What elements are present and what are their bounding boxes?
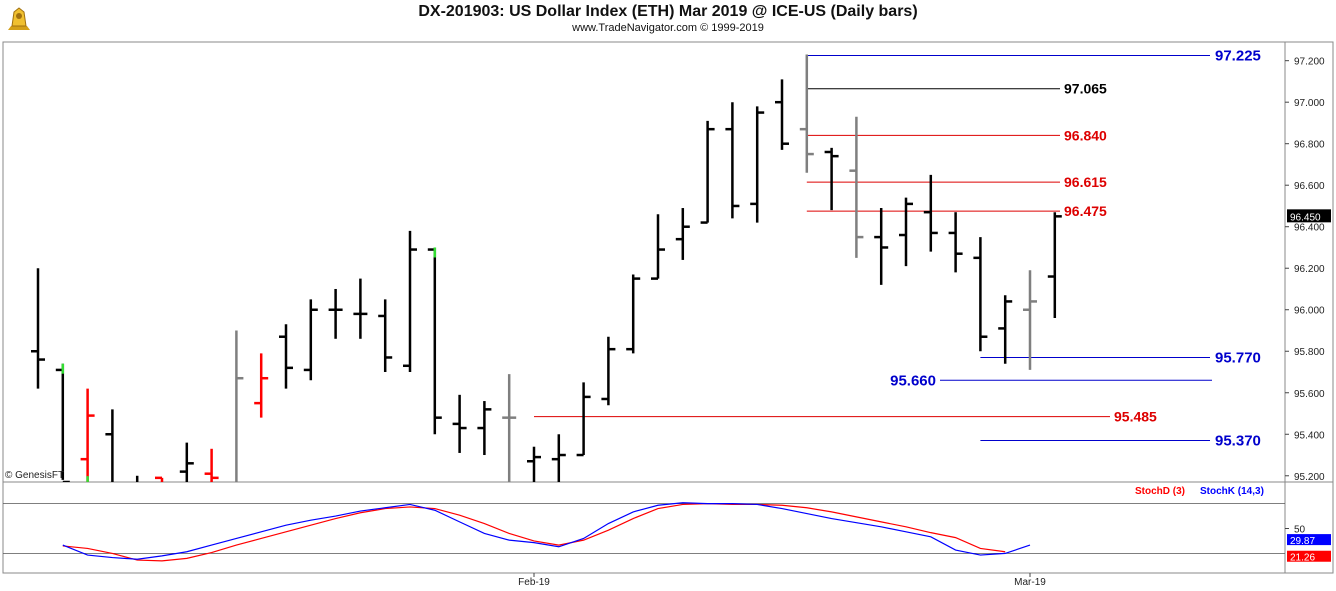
ohlc-bar xyxy=(923,174,938,252)
level-label: 95.485 xyxy=(1114,409,1157,425)
level-label: 97.225 xyxy=(1215,47,1261,64)
ohlc-bar xyxy=(998,295,1013,364)
ohlc-bar xyxy=(279,324,293,389)
stoch-line xyxy=(62,502,1006,562)
ohlc-bar xyxy=(427,247,442,435)
price-tick-label: 95.600 xyxy=(1294,389,1325,400)
price-tick-label: 95.800 xyxy=(1294,347,1325,358)
ohlc-bar xyxy=(403,230,417,372)
ohlc-bar xyxy=(328,288,343,339)
price-tick-label: 97.200 xyxy=(1294,57,1325,68)
ohlc-bar xyxy=(551,434,566,482)
ohlc-bar xyxy=(378,299,393,372)
bar-group xyxy=(31,54,1062,482)
legend-stochk: StochK (14,3) xyxy=(1200,486,1264,497)
ohlc-bar xyxy=(452,394,467,453)
legend-stochd: StochD (3) xyxy=(1135,486,1185,497)
price-tick-label: 96.800 xyxy=(1294,140,1325,151)
stochastic-panel: 50 21.26 29.87 StochD (3) StochK (14,3) Feb-1… xyxy=(3,486,1331,588)
chart-border xyxy=(2,41,1334,574)
chart-title: DX-201903: US Dollar Index (ETH) Mar 201… xyxy=(418,3,918,20)
ohlc-bar xyxy=(303,299,318,381)
stoch-last-label: 21.26 xyxy=(1290,553,1315,564)
last-price-box xyxy=(1287,209,1331,223)
ohlc-bar xyxy=(105,409,114,482)
ohlc-bar xyxy=(155,476,164,482)
ohlc-bar xyxy=(80,388,95,482)
ohlc-bar xyxy=(799,54,814,173)
ohlc-bar xyxy=(651,214,665,280)
ohlc-bar xyxy=(849,116,864,258)
ohlc-bar xyxy=(874,208,889,285)
ohlc-bar xyxy=(675,208,690,260)
ohlc-bar xyxy=(899,197,913,267)
genesis-logo-icon xyxy=(8,7,30,30)
ohlc-bar xyxy=(55,363,70,482)
level-label: 96.840 xyxy=(1064,127,1107,143)
stoch-last-box xyxy=(1287,550,1331,562)
ohlc-bar xyxy=(700,120,715,224)
level-label: 96.615 xyxy=(1064,174,1107,190)
ohlc-bar xyxy=(254,353,269,418)
ohlc-bar xyxy=(527,446,541,482)
ohlc-bar xyxy=(601,336,616,406)
ohlc-bar xyxy=(775,79,789,150)
stoch-last-box xyxy=(1287,534,1331,546)
ohlc-bar xyxy=(477,401,492,456)
ohlc-bar xyxy=(502,374,517,482)
ohlc-bar xyxy=(1023,270,1037,370)
chart-frame xyxy=(2,41,1334,574)
last-price-label: 96.450 xyxy=(1290,212,1321,223)
level-label: 95.660 xyxy=(890,372,936,389)
level-label: 97.065 xyxy=(1064,81,1107,97)
ohlc-bar xyxy=(824,147,839,211)
chart-header: DX-201903: US Dollar Index (ETH) Mar 201… xyxy=(0,0,1336,40)
copyright-text: www.TradeNavigator.com © 1999-2019 xyxy=(572,22,764,34)
price-tick-label: 96.000 xyxy=(1294,306,1325,317)
ohlc-bar xyxy=(725,102,740,219)
price-tick-label: 96.200 xyxy=(1294,264,1325,275)
price-tick-label: 95.200 xyxy=(1294,472,1325,483)
ohlc-bar xyxy=(948,212,963,273)
price-tick-label: 97.000 xyxy=(1294,98,1325,109)
stoch-line xyxy=(62,502,1031,560)
ohlc-bar xyxy=(576,382,591,457)
price-tick-label: 96.600 xyxy=(1294,181,1325,192)
date-label: Feb-19 xyxy=(518,577,550,588)
ohlc-bar xyxy=(1047,212,1062,319)
ohlc-bar xyxy=(353,278,368,339)
ohlc-bar xyxy=(750,106,765,223)
ohlc-bar xyxy=(31,268,45,389)
price-tick-label: 96.400 xyxy=(1294,223,1325,234)
level-label: 95.770 xyxy=(1215,349,1261,366)
price-tick-label: 95.400 xyxy=(1294,430,1325,441)
stoch-last-label: 29.87 xyxy=(1290,536,1315,547)
price-levels: 97.225 97.065 96.840 96.615 96.475 95.770 95.6… xyxy=(534,47,1261,449)
date-label: Mar-19 xyxy=(1014,577,1046,588)
ohlc-bar xyxy=(626,274,641,354)
level-label: 95.370 xyxy=(1215,432,1261,449)
ohlc-bars xyxy=(31,54,1062,482)
ohlc-bar xyxy=(973,237,988,352)
ohlc-bar xyxy=(235,330,244,482)
ohlc-bar xyxy=(179,442,194,482)
level-label: 96.475 xyxy=(1064,203,1107,219)
genesis-watermark: © GenesisFT xyxy=(5,470,64,481)
price-axis: 95.200 95.400 95.600 95.800 96.000 96.200 96.4… xyxy=(1285,57,1331,483)
ohlc-bar xyxy=(204,448,219,482)
stoch-tick-label: 50 xyxy=(1294,525,1306,536)
